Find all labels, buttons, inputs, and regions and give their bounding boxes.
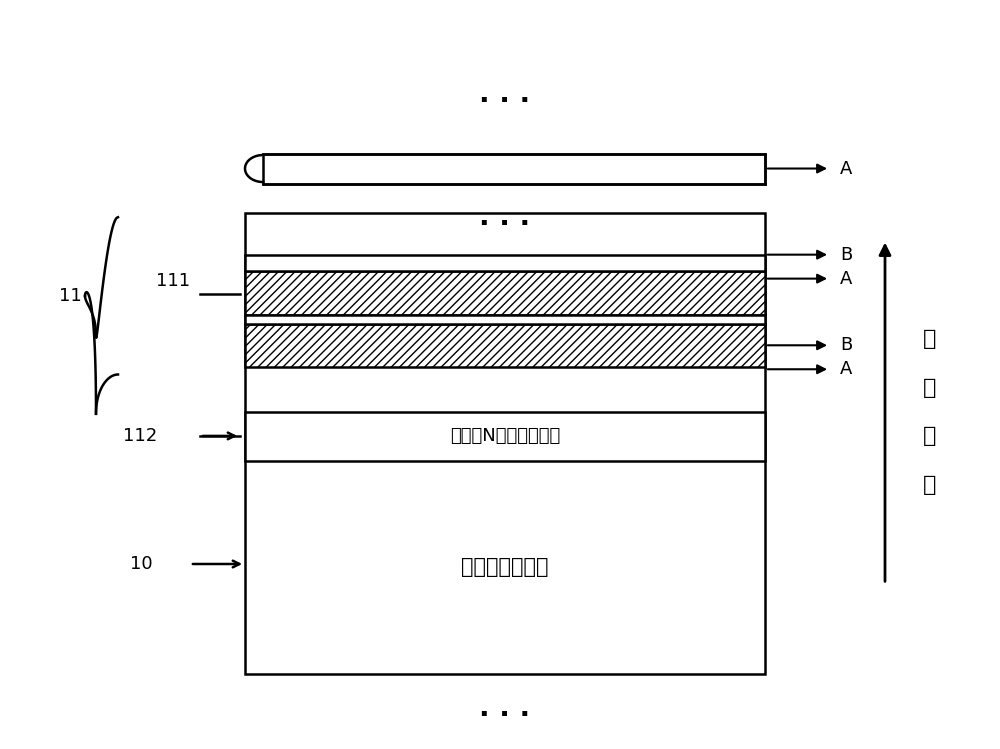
Text: 向: 向	[923, 475, 937, 495]
Bar	[245, 315, 765, 324]
Text: A: A	[840, 360, 852, 378]
Text: 隧穿结N型掺杂功能层: 隧穿结N型掺杂功能层	[450, 427, 560, 446]
Text: . . .: . . .	[479, 79, 531, 108]
Text: 112: 112	[123, 427, 157, 445]
Text: 111: 111	[156, 272, 190, 290]
Text: 晶格失配子电池: 晶格失配子电池	[461, 557, 549, 577]
Text: 生: 生	[923, 329, 937, 349]
Text: 长: 长	[923, 377, 937, 398]
Text: . . .: . . .	[479, 694, 531, 722]
Text: 10: 10	[130, 555, 153, 573]
Bar	[245, 271, 765, 315]
Text: A: A	[840, 270, 852, 288]
FancyBboxPatch shape	[263, 154, 765, 184]
Bar	[245, 255, 765, 271]
Text: A: A	[840, 160, 852, 178]
Text: B: B	[840, 246, 852, 264]
Text: . . .: . . .	[479, 203, 531, 231]
Text: 方: 方	[923, 426, 937, 446]
Text: 11: 11	[59, 287, 82, 305]
Bar	[245, 213, 765, 674]
Bar	[245, 412, 765, 461]
Text: B: B	[840, 336, 852, 354]
Bar	[245, 324, 765, 367]
